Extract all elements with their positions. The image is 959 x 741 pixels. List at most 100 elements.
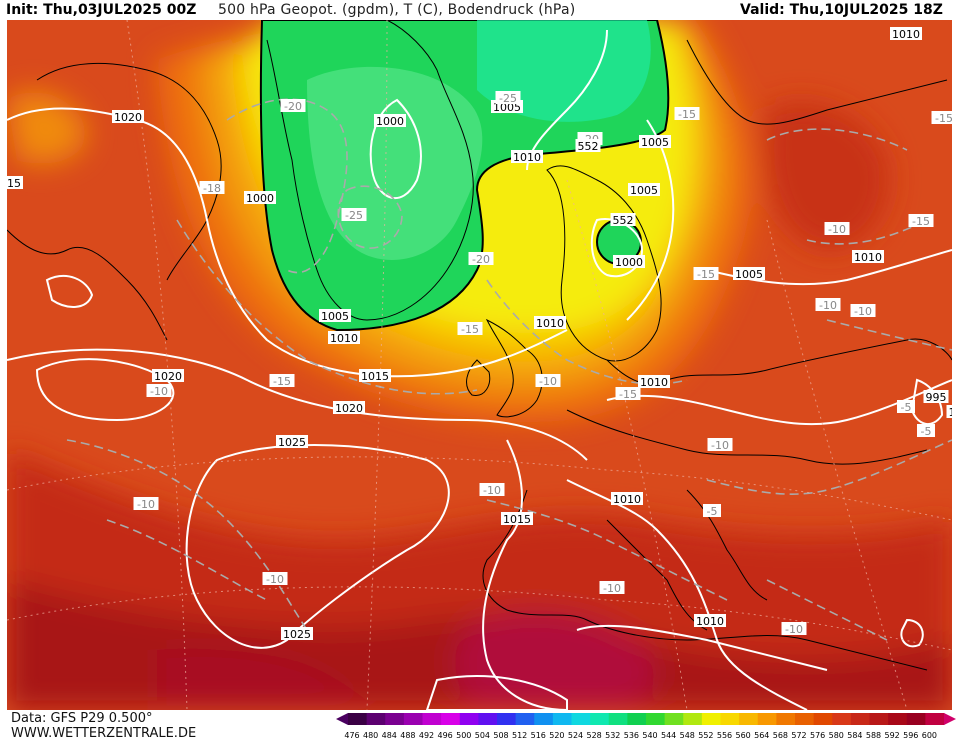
scale-swatch (888, 713, 908, 725)
scale-label: 508 (493, 731, 508, 740)
scale-label: 544 (661, 731, 676, 740)
scale-swatch (441, 713, 461, 725)
pressure-label: 1005 (639, 135, 671, 149)
scale-label: 504 (475, 731, 490, 740)
scale-swatch (403, 713, 423, 725)
temperature-label: -20 (280, 99, 306, 113)
scale-swatch (850, 713, 870, 725)
scale-label: 528 (586, 731, 601, 740)
scale-swatch (869, 713, 889, 725)
pressure-label: 1010 (638, 375, 670, 389)
scale-label: 484 (382, 731, 397, 740)
scale-swatch (478, 713, 498, 725)
pressure-label: 1010 (511, 150, 543, 164)
isotherms (66, 98, 952, 641)
svg-text:1005: 1005 (735, 268, 763, 281)
scale-swatch (664, 713, 684, 725)
pressure-label: 1025 (276, 435, 308, 449)
scale-label: 524 (568, 731, 583, 740)
svg-text:-20: -20 (472, 253, 490, 266)
svg-text:-15: -15 (697, 268, 715, 281)
scale-swatch (925, 713, 945, 725)
scale-label: 564 (754, 731, 769, 740)
scale-label: 476 (344, 731, 359, 740)
temperature-label: -10 (133, 497, 159, 511)
svg-text:-10: -10 (603, 582, 621, 595)
svg-text:1000: 1000 (376, 115, 404, 128)
svg-text:1010: 1010 (513, 151, 541, 164)
scale-swatch (497, 713, 517, 725)
svg-text:-10: -10 (150, 385, 168, 398)
scale-swatch (757, 713, 777, 725)
pressure-label: 1000 (244, 191, 276, 205)
pressure-label: 1010 (694, 614, 726, 628)
svg-text:1020: 1020 (114, 111, 142, 124)
pressure-label: 1010 (328, 331, 360, 345)
svg-text:1: 1 (949, 406, 953, 419)
scale-swatch (348, 713, 368, 725)
init-time: Init: Thu,03JUL2025 00Z (6, 2, 197, 18)
scale-label: 576 (810, 731, 825, 740)
svg-text:-15: -15 (935, 112, 952, 125)
footer: Data: GFS P29 0.500° WWW.WETTERZENTRALE.… (11, 711, 196, 741)
weather-map: 1010 1020 1000 1000 1005 1005 1010 1005 1000 1005… (7, 20, 952, 710)
scale-label: 500 (456, 731, 471, 740)
svg-text:-10: -10 (854, 305, 872, 318)
scale-labels: 476 480 484 488 492 496 500 504 508 512 516 520 524 5… (344, 731, 937, 740)
scale-label: 480 (363, 731, 378, 740)
svg-text:-18: -18 (203, 182, 221, 195)
edge-labels: 15 1 (7, 176, 952, 419)
temperature-label: -15 (908, 214, 934, 228)
temperature-label: -5 (897, 400, 915, 414)
scale-label: 552 (698, 731, 713, 740)
scale-label: 488 (400, 731, 415, 740)
scale-swatch (459, 713, 479, 725)
scale-swatch (534, 713, 554, 725)
svg-text:1010: 1010 (330, 332, 358, 345)
temperature-label: -18 (199, 181, 225, 195)
map-title: 500 hPa Geopot. (gpdm), T (C), Bodendruc… (218, 2, 576, 18)
svg-text:1000: 1000 (246, 192, 274, 205)
svg-text:-15: -15 (678, 108, 696, 121)
svg-text:1010: 1010 (854, 251, 882, 264)
scale-label: 492 (419, 731, 434, 740)
scale-swatch (515, 713, 535, 725)
temperature-labels: -20-25-20-15-18-25-20-15-15-10-15-10-10-… (133, 91, 952, 636)
scale-swatch (683, 713, 703, 725)
temperature-label: -15 (693, 267, 719, 281)
temperature-label: -10 (815, 298, 841, 312)
scale-swatch (552, 713, 572, 725)
scale-label: 560 (735, 731, 750, 740)
svg-text:-10: -10 (711, 439, 729, 452)
edge-label: 1 (946, 405, 953, 419)
pressure-label: 1010 (890, 27, 922, 41)
temperature-label: -20 (468, 252, 494, 266)
pressure-label: 1005 (319, 309, 351, 323)
svg-text:1015: 1015 (361, 370, 389, 383)
pressure-label: 1005 (628, 183, 660, 197)
scale-swatch (720, 713, 740, 725)
scale-swatch (571, 713, 591, 725)
scale-label: 580 (829, 731, 844, 740)
svg-text:1010: 1010 (892, 28, 920, 41)
pressure-label: 1010 (852, 250, 884, 264)
svg-text:-5: -5 (901, 401, 912, 414)
pressure-labels: 1010 1020 1000 1000 1005 1005 1010 1005 1000 1005… (112, 27, 949, 641)
svg-text:552: 552 (578, 140, 599, 153)
scale-low-arrow (336, 713, 348, 725)
svg-text:1005: 1005 (321, 310, 349, 323)
scale-label: 520 (549, 731, 564, 740)
pressure-label: 995 (923, 390, 949, 404)
scale-swatch (813, 713, 833, 725)
scale-label: 512 (512, 731, 527, 740)
valid-time: Valid: Thu,10JUL2025 18Z (740, 2, 943, 18)
svg-text:-10: -10 (137, 498, 155, 511)
svg-text:-10: -10 (785, 623, 803, 636)
scale-label: 556 (717, 731, 732, 740)
temperature-label: -10 (479, 483, 505, 497)
temperature-label: -15 (674, 107, 700, 121)
temperature-label: -25 (495, 91, 521, 105)
svg-text:1020: 1020 (335, 402, 363, 415)
pressure-label: 1015 (359, 369, 391, 383)
scale-label: 548 (680, 731, 695, 740)
